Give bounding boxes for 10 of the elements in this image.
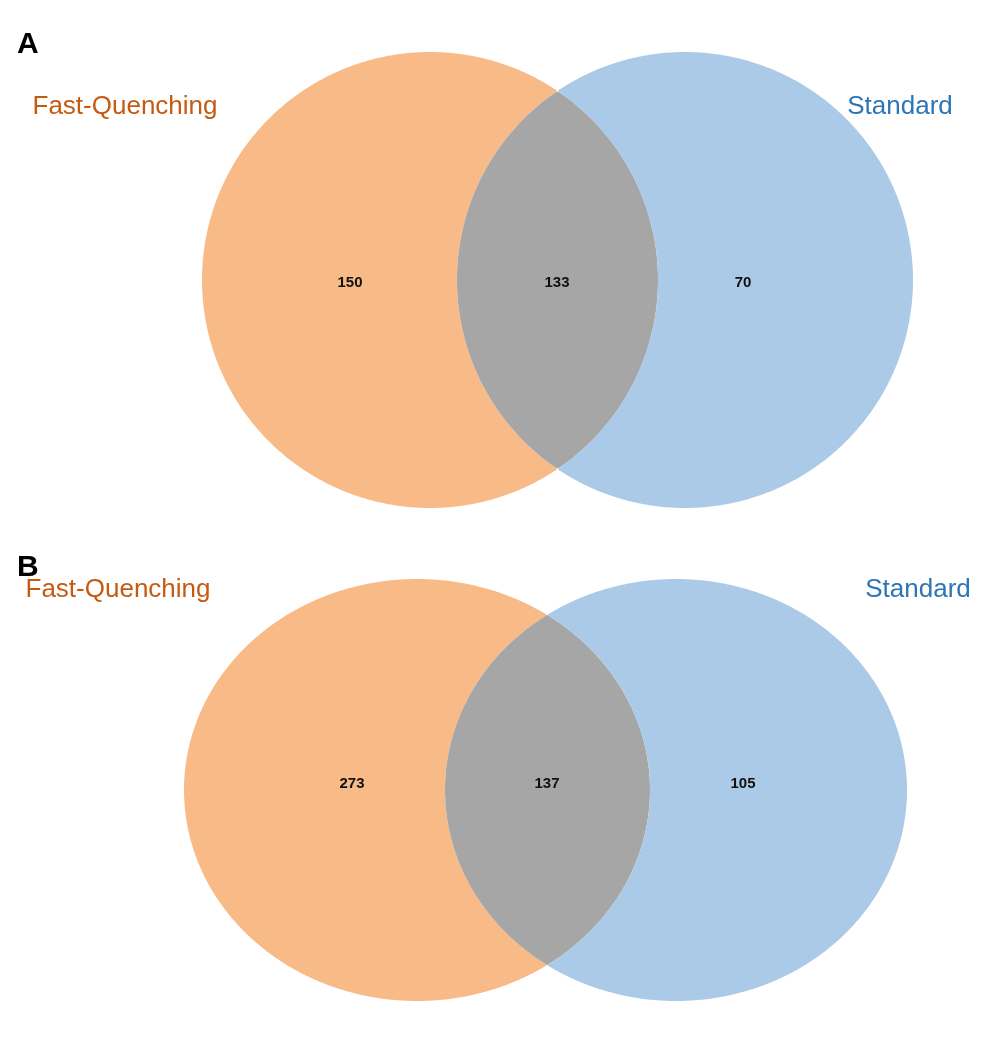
- data-label: 70: [734, 272, 752, 290]
- category-label: Standard: [847, 90, 953, 120]
- data-label: 137: [534, 773, 560, 791]
- category-label: Standard: [865, 573, 971, 603]
- data-label: 150: [337, 272, 363, 290]
- data-label: 273: [339, 773, 365, 791]
- category-label: Fast-Quenching: [32, 90, 218, 120]
- data-label: 133: [544, 272, 570, 290]
- text: A: [17, 25, 39, 59]
- data-label: 105: [730, 773, 756, 791]
